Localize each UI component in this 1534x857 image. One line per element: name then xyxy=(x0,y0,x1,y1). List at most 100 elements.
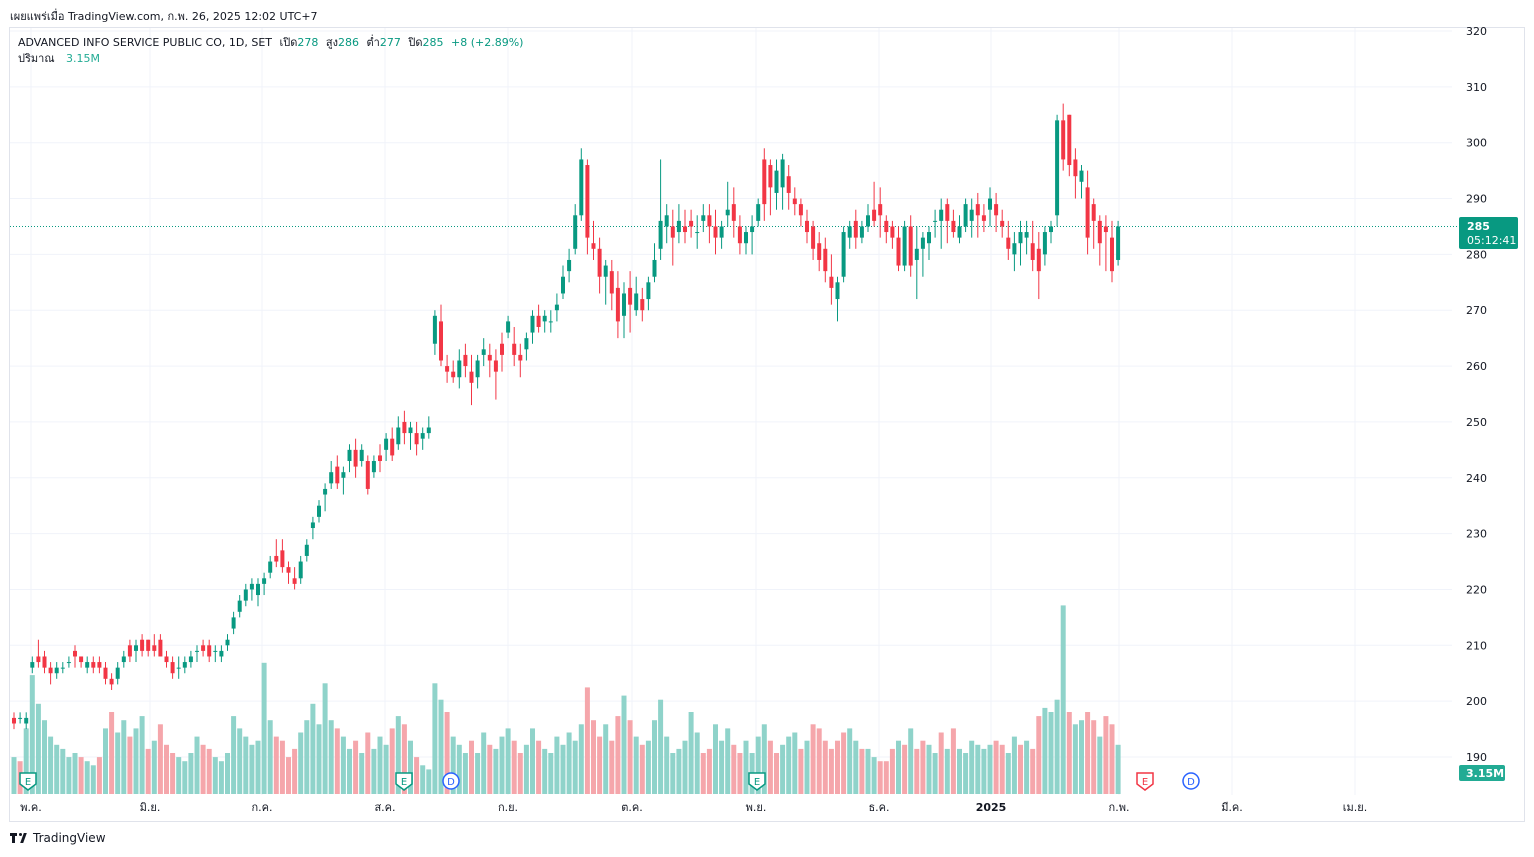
volume-bar xyxy=(804,740,810,794)
candle-body xyxy=(609,271,614,294)
candle xyxy=(603,259,608,305)
candle-body xyxy=(1097,220,1102,244)
candle xyxy=(756,198,761,227)
volume-bar xyxy=(353,740,359,794)
grid xyxy=(10,28,1452,795)
volume-bar xyxy=(963,753,969,794)
candle-body xyxy=(1042,232,1047,255)
candle xyxy=(97,656,102,674)
volume-bar xyxy=(145,748,151,794)
volume-bar xyxy=(700,753,706,794)
candle xyxy=(225,634,230,651)
price-tick-label: 250 xyxy=(1466,416,1487,429)
candle-body xyxy=(164,656,169,663)
volume-bar xyxy=(328,720,334,794)
volume-bar xyxy=(1024,740,1030,794)
candle-body xyxy=(256,583,260,596)
candle-body xyxy=(36,656,41,663)
candle xyxy=(18,712,23,724)
candle-body xyxy=(408,427,413,434)
chart-frame[interactable] xyxy=(9,27,1525,822)
volume-bars xyxy=(11,605,1121,794)
volume-bar xyxy=(957,748,962,794)
candle-body xyxy=(42,656,47,668)
candle xyxy=(188,650,193,668)
earnings-marker-icon: E xyxy=(1136,772,1154,791)
volume-bar xyxy=(334,728,340,794)
candle xyxy=(176,656,181,679)
candle-body xyxy=(988,198,992,210)
tradingview-brand[interactable]: TradingView xyxy=(10,831,106,845)
time-tick-label: พ.ย. xyxy=(746,801,767,814)
legend-close-value: 285 xyxy=(422,36,444,49)
volume-bar xyxy=(1030,748,1036,794)
volume-bar xyxy=(11,757,17,794)
candle xyxy=(91,656,96,674)
legend-volume-row: ปริมาณ 3.15M xyxy=(18,51,523,67)
volume-bar xyxy=(450,736,456,794)
candle-body xyxy=(951,220,956,233)
volume-bar xyxy=(322,683,328,794)
candle-body xyxy=(463,354,468,367)
candle-body xyxy=(66,662,71,664)
candle xyxy=(530,310,535,344)
candle xyxy=(286,561,291,584)
candle-body xyxy=(1079,170,1084,182)
candle xyxy=(12,712,16,730)
volume-bar xyxy=(706,748,712,794)
candle xyxy=(268,555,273,579)
earnings-marker-icon: E xyxy=(395,772,413,791)
candle-body xyxy=(786,176,791,193)
candle-body xyxy=(1030,243,1035,260)
volume-bar xyxy=(395,716,401,794)
volume-bar xyxy=(115,732,121,794)
candle xyxy=(1042,226,1047,266)
candle-body xyxy=(1061,120,1066,160)
time-tick-label: ส.ค. xyxy=(374,801,395,814)
volume-bar xyxy=(755,736,761,794)
candle-body xyxy=(524,338,529,350)
candle-body xyxy=(811,226,816,249)
candle xyxy=(463,343,468,378)
volume-bar xyxy=(591,720,596,794)
volume-bar xyxy=(103,728,108,794)
candle xyxy=(298,555,303,584)
candle xyxy=(518,343,523,378)
candle-body xyxy=(774,170,779,193)
legend-low-label: ต่ำ xyxy=(366,36,380,49)
candle xyxy=(780,153,785,210)
candle xyxy=(341,466,346,495)
candle xyxy=(695,215,700,249)
candle xyxy=(481,338,486,367)
volume-bar xyxy=(859,748,865,794)
volume-bar xyxy=(767,740,773,794)
volume-bar xyxy=(847,728,853,794)
candle xyxy=(866,204,870,233)
candle-body xyxy=(530,315,535,333)
candle-body xyxy=(884,220,889,233)
candle-body xyxy=(24,717,29,724)
candle-body xyxy=(737,226,742,244)
candle xyxy=(847,220,852,249)
volume-bar xyxy=(469,740,474,794)
volume-bar xyxy=(127,736,133,794)
candle xyxy=(792,187,797,216)
published-caption: เผยแพร่เมื่อ TradingView.com, ก.พ. 26, 2… xyxy=(10,10,318,23)
candle xyxy=(890,220,895,249)
candle xyxy=(542,310,547,333)
candle-body xyxy=(371,461,376,473)
candle-body xyxy=(195,650,199,652)
candle-body xyxy=(707,215,712,227)
legend-volume-label: ปริมาณ xyxy=(18,52,55,65)
volume-bar xyxy=(731,744,737,794)
volume-bar xyxy=(926,744,932,794)
price-tick-label: 260 xyxy=(1466,360,1487,373)
candle xyxy=(896,226,901,272)
candle-body xyxy=(927,232,931,244)
candle-body xyxy=(908,226,913,266)
candle xyxy=(561,265,565,300)
candle-body xyxy=(823,248,828,272)
candle-body xyxy=(97,662,102,668)
earnings-marker-icon: E xyxy=(748,772,766,791)
